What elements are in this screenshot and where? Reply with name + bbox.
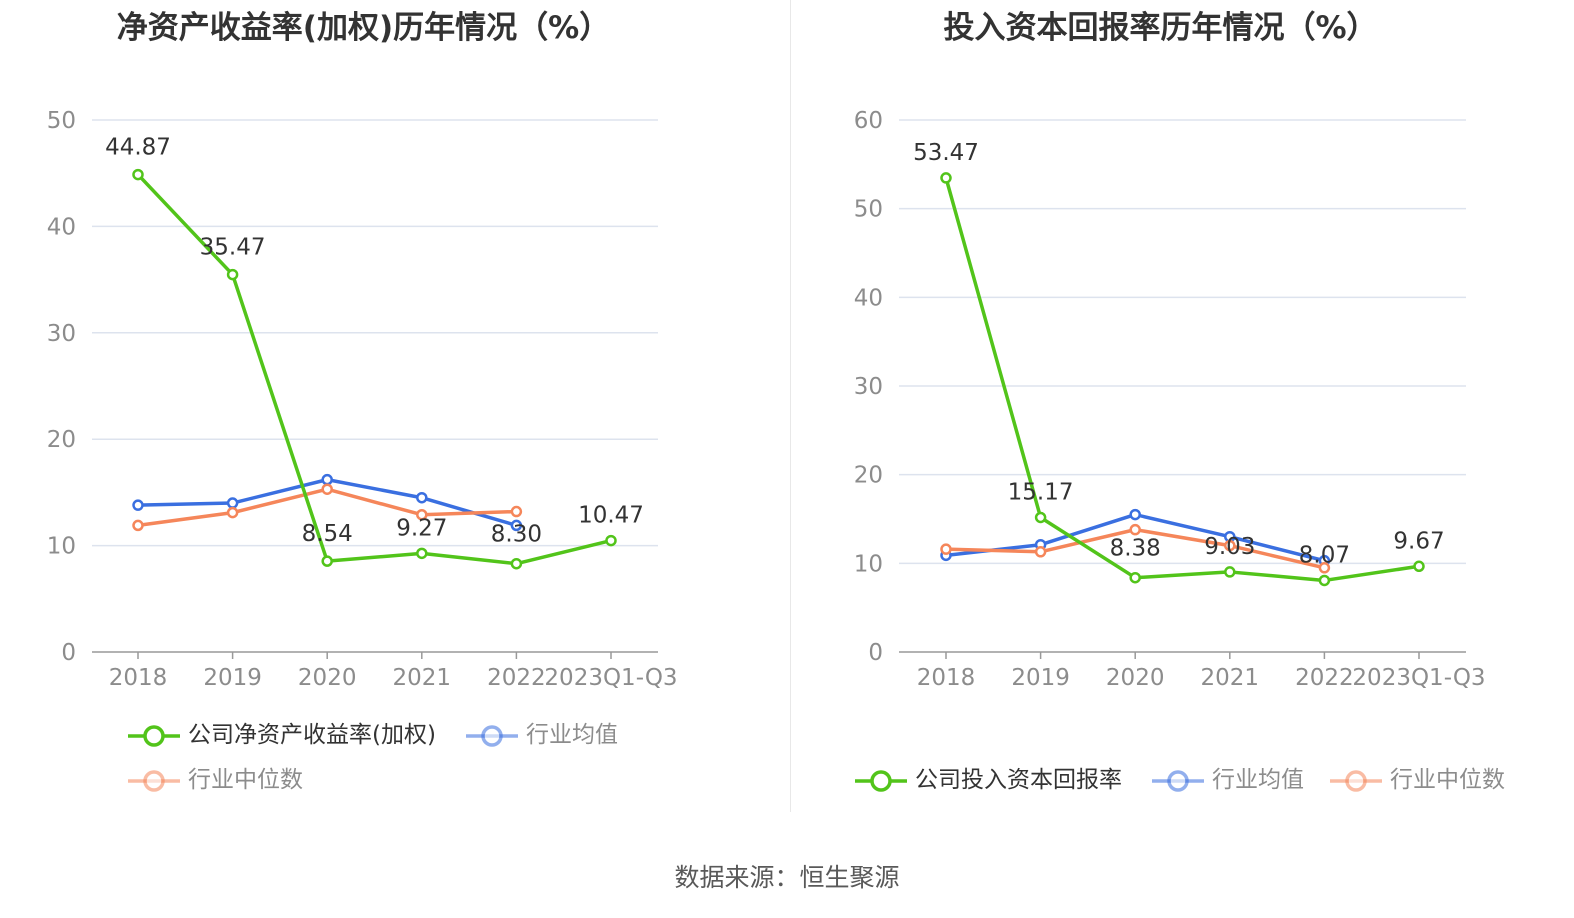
series-line-0 bbox=[136, 173, 612, 566]
data-point bbox=[321, 555, 333, 567]
y-tick-label: 20 bbox=[854, 463, 883, 489]
y-tick-label: 30 bbox=[854, 374, 883, 400]
x-tick-label: 2022 bbox=[487, 665, 546, 691]
data-label: 8.54 bbox=[302, 521, 353, 547]
data-label: 15.17 bbox=[1008, 479, 1074, 505]
x-tick-label: 2018 bbox=[109, 665, 168, 691]
data-point bbox=[321, 483, 333, 495]
data-label: 10.47 bbox=[578, 503, 644, 529]
legend-label: 行业均值 bbox=[526, 722, 618, 748]
y-tick-label: 0 bbox=[61, 640, 76, 666]
data-label: 8.07 bbox=[1299, 542, 1350, 568]
legend-line-circle-icon bbox=[128, 725, 180, 747]
data-point bbox=[226, 506, 239, 519]
y-tick-label: 10 bbox=[854, 551, 883, 577]
y-tick-label: 0 bbox=[868, 640, 883, 666]
x-tick-label: 2020 bbox=[1106, 665, 1165, 691]
data-point bbox=[940, 543, 952, 555]
y-tick-label: 50 bbox=[854, 197, 883, 223]
data-point bbox=[416, 508, 428, 521]
x-tick-label: 2023Q1-Q3 bbox=[1352, 665, 1485, 691]
data-point bbox=[1129, 508, 1141, 521]
legend-line-circle-icon bbox=[128, 770, 180, 792]
data-label: 53.47 bbox=[913, 140, 979, 166]
data-point bbox=[940, 172, 952, 184]
data-point bbox=[1129, 523, 1141, 536]
y-tick-label: 10 bbox=[47, 534, 76, 560]
data-label: 9.03 bbox=[1204, 534, 1255, 560]
series-line-0 bbox=[944, 177, 1420, 583]
legend-line-circle-icon bbox=[1330, 770, 1382, 792]
legend-label: 公司净资产收益率(加权) bbox=[188, 722, 436, 748]
roic-chart-title: 投入资本回报率历年情况（%） bbox=[943, 10, 1378, 46]
x-tick-label: 2022 bbox=[1295, 665, 1354, 691]
data-point bbox=[226, 268, 239, 281]
y-tick-label: 40 bbox=[854, 285, 883, 311]
y-tick-label: 50 bbox=[47, 108, 76, 134]
roic-plot: 0 10 20 30 40 50 60 2018 2019 2020 2021 20222023Q1-… bbox=[854, 108, 1486, 691]
panel-divider bbox=[790, 0, 791, 812]
data-point bbox=[1034, 546, 1047, 558]
data-point bbox=[416, 491, 428, 504]
data-label: 9.27 bbox=[396, 515, 447, 541]
data-point bbox=[132, 499, 144, 511]
x-tick-label: 2021 bbox=[1201, 665, 1260, 691]
data-label: 35.47 bbox=[200, 235, 266, 261]
data-point bbox=[605, 534, 617, 547]
data-point bbox=[1318, 574, 1331, 587]
y-tick-label: 60 bbox=[854, 108, 883, 134]
legend-label: 行业中位数 bbox=[1390, 767, 1505, 793]
roe-chart-title: 净资产收益率(加权)历年情况（%） bbox=[116, 10, 611, 46]
data-point bbox=[510, 557, 523, 570]
data-point bbox=[1413, 560, 1425, 573]
data-label: 8.38 bbox=[1110, 536, 1161, 562]
y-tick-label: 20 bbox=[47, 427, 76, 453]
data-point bbox=[132, 519, 144, 532]
data-point bbox=[510, 505, 523, 518]
data-point bbox=[1224, 539, 1236, 552]
legend-label: 行业中位数 bbox=[188, 767, 303, 793]
data-point bbox=[1034, 511, 1047, 524]
x-tick-label: 2019 bbox=[203, 665, 262, 691]
roic-chart-panel: 投入资本回报率历年情况（%） 0 10 20 30 40 50 60 2018 2019 2020… bbox=[787, 0, 1574, 830]
y-tick-label: 40 bbox=[47, 214, 76, 240]
data-label: 8.30 bbox=[491, 522, 542, 548]
legend-line-circle-icon bbox=[466, 725, 518, 747]
x-tick-label: 2021 bbox=[393, 665, 452, 691]
roe-plot: 0 10 20 30 40 50 2018 2019 2020 2021 20222023Q1-Q3… bbox=[47, 108, 678, 691]
data-source-label: 数据来源：恒生聚源 bbox=[674, 863, 900, 892]
data-label: 9.67 bbox=[1393, 528, 1444, 554]
legend-label: 行业均值 bbox=[1212, 767, 1304, 793]
x-tick-label: 2023Q1-Q3 bbox=[544, 665, 677, 691]
data-point bbox=[1129, 571, 1141, 584]
data-label: 44.87 bbox=[105, 135, 171, 161]
legend-label: 公司投入资本回报率 bbox=[915, 767, 1122, 793]
data-point bbox=[132, 168, 144, 181]
data-point bbox=[1318, 562, 1331, 574]
data-point bbox=[1224, 566, 1236, 578]
data-point bbox=[416, 547, 428, 560]
x-tick-label: 2018 bbox=[917, 665, 976, 691]
x-tick-label: 2020 bbox=[298, 665, 357, 691]
legend-line-circle-icon bbox=[1152, 770, 1204, 792]
data-point bbox=[226, 497, 239, 509]
data-point bbox=[510, 519, 523, 532]
x-tick-label: 2019 bbox=[1011, 665, 1070, 691]
y-tick-label: 30 bbox=[47, 321, 76, 347]
roe-chart-panel: 净资产收益率(加权)历年情况（%） 0 10 20 30 40 50 2018 2019 202… bbox=[0, 0, 787, 830]
data-point bbox=[321, 473, 333, 486]
legend-line-circle-icon bbox=[855, 770, 907, 792]
